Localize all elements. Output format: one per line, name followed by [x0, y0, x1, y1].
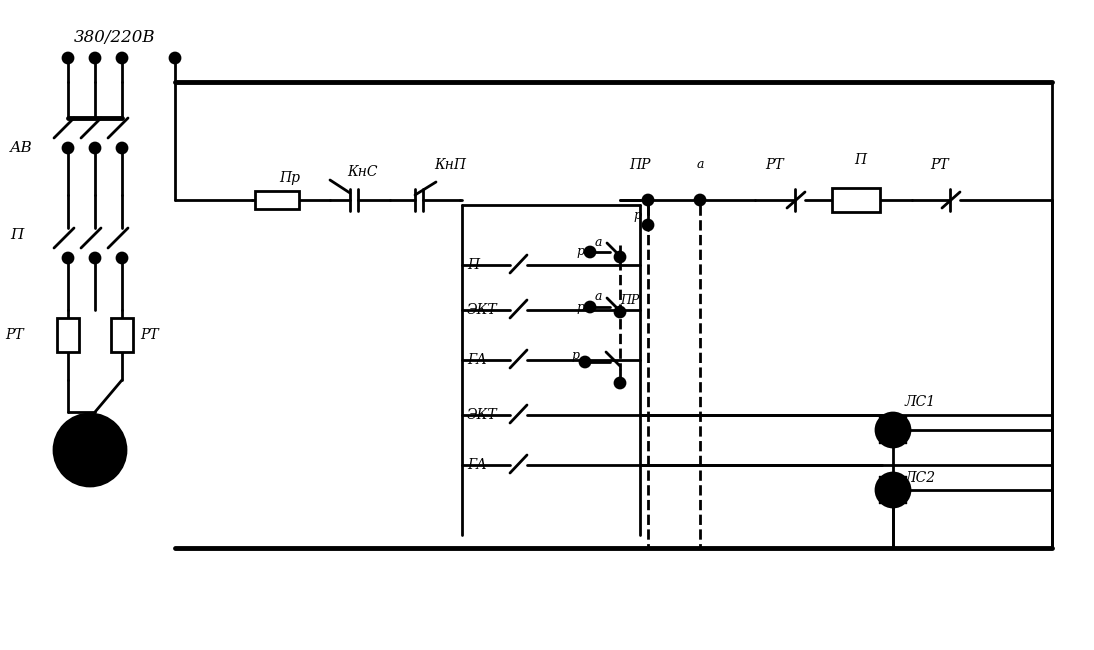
Text: а: а [594, 289, 602, 302]
Circle shape [63, 143, 73, 153]
Circle shape [90, 143, 100, 153]
Circle shape [90, 253, 100, 263]
Text: КнС: КнС [347, 165, 377, 179]
Circle shape [580, 357, 590, 367]
Circle shape [585, 247, 595, 257]
Text: П: П [467, 258, 479, 272]
Circle shape [117, 53, 127, 63]
Circle shape [615, 307, 625, 317]
Circle shape [615, 252, 625, 262]
Circle shape [117, 143, 127, 153]
Text: р: р [571, 348, 579, 361]
Text: р: р [633, 209, 641, 222]
Text: р: р [577, 246, 584, 259]
Circle shape [54, 414, 126, 486]
Circle shape [585, 302, 595, 312]
Bar [833, 188, 880, 212]
Text: р: р [577, 300, 584, 313]
Text: ГА: ГА [467, 458, 487, 472]
Circle shape [695, 195, 705, 205]
Circle shape [876, 413, 910, 447]
Text: ЛС2: ЛС2 [905, 471, 936, 485]
Text: ГА: ГА [467, 353, 487, 367]
Text: КнП: КнП [434, 158, 466, 172]
Text: РТ: РТ [931, 158, 950, 172]
Text: РТ: РТ [766, 158, 784, 172]
Circle shape [643, 220, 653, 230]
Text: а: а [594, 237, 602, 250]
Circle shape [876, 473, 910, 507]
Circle shape [615, 378, 625, 388]
Text: ЭКТ: ЭКТ [467, 303, 498, 317]
Text: 380/220В: 380/220В [74, 29, 155, 47]
Text: ЭКТ: ЭКТ [467, 408, 498, 422]
Circle shape [117, 253, 127, 263]
Bar [110, 318, 133, 352]
Text: П: П [10, 228, 23, 242]
Text: ПР: ПР [620, 294, 640, 307]
Circle shape [170, 53, 181, 63]
Text: ЛС1: ЛС1 [905, 395, 936, 409]
Bar [57, 318, 79, 352]
Text: П: П [854, 153, 866, 167]
Bar [255, 191, 299, 209]
Text: АВ: АВ [10, 141, 33, 155]
Circle shape [90, 53, 100, 63]
Text: РТ: РТ [140, 328, 159, 342]
Text: а: а [696, 159, 703, 172]
Text: ПР: ПР [629, 158, 651, 172]
Text: Д: Д [83, 441, 97, 459]
Circle shape [643, 195, 653, 205]
Text: РТ: РТ [5, 328, 24, 342]
Circle shape [63, 53, 73, 63]
Circle shape [63, 253, 73, 263]
Text: Пр: Пр [279, 171, 301, 185]
